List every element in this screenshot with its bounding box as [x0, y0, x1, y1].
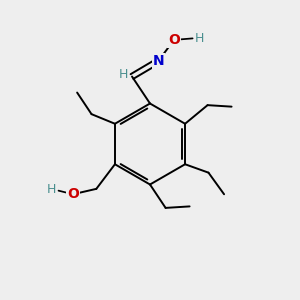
Text: O: O — [67, 187, 79, 201]
Text: H: H — [118, 68, 128, 81]
Text: H: H — [194, 32, 204, 45]
Text: O: O — [168, 33, 180, 47]
Text: H: H — [47, 183, 57, 196]
Text: N: N — [153, 54, 164, 68]
